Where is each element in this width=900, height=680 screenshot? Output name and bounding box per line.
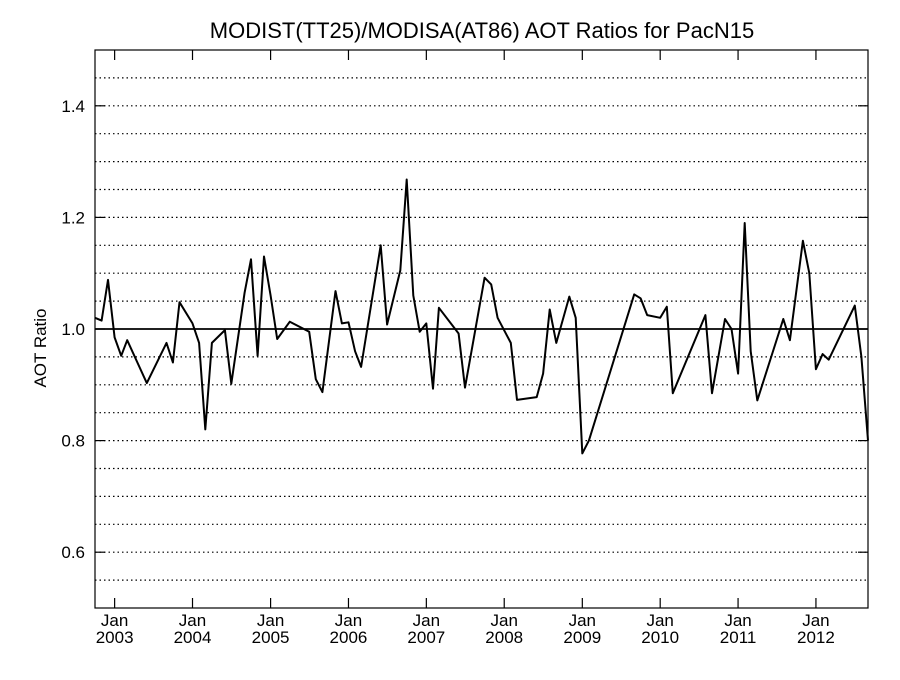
x-tick-year-9: 2012 [797, 628, 835, 647]
y-axis-label: AOT Ratio [31, 308, 50, 387]
y-tick-label-3: 1.2 [61, 208, 85, 227]
x-tick-year-2: 2005 [252, 628, 290, 647]
x-tick-year-8: 2011 [720, 628, 757, 647]
x-tick-year-5: 2008 [485, 628, 523, 647]
y-tick-label-2: 1.0 [61, 320, 85, 339]
x-tick-year-0: 2003 [96, 628, 134, 647]
chart-title: MODIST(TT25)/MODISA(AT86) AOT Ratios for… [210, 18, 754, 43]
x-tick-year-7: 2010 [641, 628, 679, 647]
y-tick-label-0: 0.6 [61, 543, 85, 562]
x-tick-year-3: 2006 [330, 628, 368, 647]
x-tick-year-1: 2004 [174, 628, 212, 647]
x-ticks: Jan2003Jan2004Jan2005Jan2006Jan2007Jan20… [96, 50, 835, 647]
x-tick-year-6: 2009 [563, 628, 601, 647]
y-tick-label-1: 0.8 [61, 432, 85, 451]
x-tick-year-4: 2007 [407, 628, 445, 647]
y-tick-label-4: 1.4 [61, 97, 85, 116]
